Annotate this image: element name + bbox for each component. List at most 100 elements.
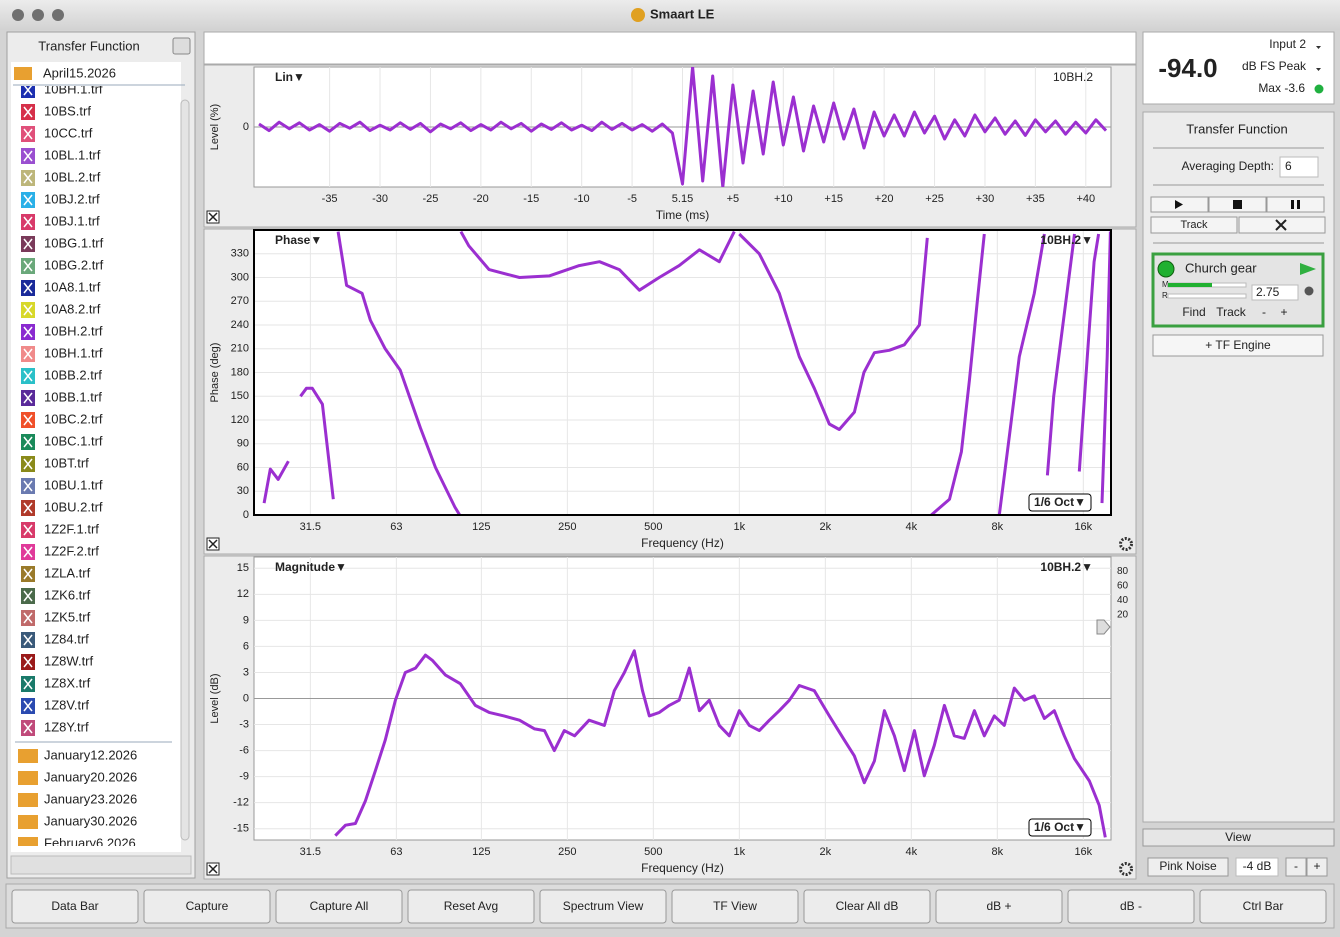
toolbar-button[interactable] (143, 889, 271, 924)
file-name[interactable]: 10BJ.2.trf (44, 191, 100, 206)
pause-button[interactable] (1266, 196, 1325, 213)
toolbar-button[interactable] (803, 889, 931, 924)
find-button[interactable]: Find (1182, 305, 1205, 319)
zoom-button[interactable] (52, 9, 64, 21)
file-name[interactable]: 1Z2F.1.trf (44, 521, 99, 536)
toolbar-button[interactable] (407, 889, 535, 924)
trace-name[interactable]: 10BH.2▼ (1040, 233, 1093, 247)
meter-input[interactable]: Input 2 (1269, 37, 1306, 51)
file-name[interactable]: 10CC.trf (44, 125, 93, 140)
file-name[interactable]: 1ZLA.trf (44, 565, 91, 580)
y-axis-label: Level (%) (209, 104, 221, 150)
file-icon-mark (23, 348, 33, 360)
view-button[interactable] (1142, 828, 1335, 847)
engine-led[interactable] (1157, 260, 1175, 278)
trace-line (258, 67, 1108, 187)
sidebar-tools[interactable] (10, 855, 192, 875)
x-tick-label: +35 (1026, 193, 1045, 205)
folder-name[interactable]: January20.2026 (44, 769, 137, 784)
meter-m: M (1162, 280, 1169, 289)
engine-play[interactable] (1300, 263, 1316, 275)
file-name[interactable]: 1ZK5.trf (44, 609, 91, 624)
track-button[interactable] (1150, 216, 1238, 234)
y-tick-label: -15 (233, 823, 249, 835)
file-name[interactable]: 1Z8V.trf (44, 697, 89, 712)
file-icon-mark (23, 326, 33, 338)
file-name[interactable]: 10BG.2.trf (44, 257, 104, 272)
minimize-button[interactable] (32, 9, 44, 21)
trace-name[interactable]: 10BH.2▼ (1040, 560, 1093, 574)
file-name[interactable]: 10BS.trf (44, 103, 91, 118)
file-name[interactable]: 10BH.1.trf (44, 81, 103, 96)
file-name[interactable]: 10BH.2.trf (44, 323, 103, 338)
file-name[interactable]: 10BC.1.trf (44, 433, 103, 448)
file-name[interactable]: 10A8.2.trf (44, 301, 101, 316)
level-minus-button[interactable] (1285, 857, 1307, 877)
measurement-menu[interactable]: Magnitude▼ (275, 560, 347, 574)
file-name[interactable]: 10BU.2.trf (44, 499, 103, 514)
trace-name[interactable]: 10BH.2 (1053, 70, 1093, 84)
sidebar-menu[interactable] (172, 37, 191, 55)
toolbar-button[interactable] (671, 889, 799, 924)
toolbar-label: dB + (986, 899, 1011, 913)
file-icon-mark (23, 436, 33, 448)
current-folder[interactable]: April15.2026 (43, 65, 116, 80)
x-tick-label: +30 (976, 193, 995, 205)
file-name[interactable]: 10BU.1.trf (44, 477, 103, 492)
file-name[interactable]: 10BL.2.trf (44, 169, 101, 184)
y-tick-label: 3 (243, 666, 249, 678)
delay-field[interactable] (1251, 284, 1299, 301)
file-name[interactable]: 1Z8W.trf (44, 653, 94, 668)
file-name[interactable]: 10BT.trf (44, 455, 89, 470)
toolbar-button[interactable] (935, 889, 1063, 924)
engine-track-button[interactable]: Track (1216, 305, 1247, 319)
folder-name[interactable]: January30.2026 (44, 813, 137, 828)
y-tick-label: 150 (231, 390, 249, 402)
toolbar-button[interactable] (11, 889, 139, 924)
averaging-select[interactable] (1279, 156, 1319, 178)
level-plus-button[interactable] (1306, 857, 1328, 877)
delay-plus[interactable]: + (1280, 305, 1287, 319)
meter (1142, 31, 1335, 105)
folder-name[interactable]: February6.2026 (44, 835, 136, 850)
level-field[interactable] (1235, 857, 1279, 877)
file-name[interactable]: 10BJ.1.trf (44, 213, 100, 228)
file-name[interactable]: 10BB.2.trf (44, 367, 102, 382)
folder-icon (18, 793, 38, 807)
meter-unit[interactable]: dB FS Peak (1242, 59, 1307, 73)
trace-line (299, 386, 335, 500)
smoothing-box[interactable] (1028, 493, 1092, 512)
add-engine-button[interactable] (1152, 334, 1324, 357)
scrollbar[interactable] (180, 99, 190, 841)
folder-name[interactable]: January23.2026 (44, 791, 137, 806)
file-name[interactable]: 1Z2F.2.trf (44, 543, 99, 558)
smoothing-box[interactable] (1028, 818, 1092, 837)
file-name[interactable]: 10A8.1.trf (44, 279, 101, 294)
toolbar-button[interactable] (1067, 889, 1195, 924)
file-name[interactable]: 10BH.1.trf (44, 345, 103, 360)
generator-button[interactable] (1147, 857, 1229, 877)
file-name[interactable]: 10BC.2.trf (44, 411, 103, 426)
coherence-handle[interactable] (1096, 619, 1111, 635)
settings-gear[interactable] (1119, 862, 1133, 876)
close-plot-mark (208, 539, 218, 549)
file-name[interactable]: 10BB.1.trf (44, 389, 102, 404)
settings-gear[interactable] (1119, 537, 1133, 551)
file-name[interactable]: 1Z8X.trf (44, 675, 91, 690)
file-name[interactable]: 1Z8Y.trf (44, 719, 89, 734)
file-name[interactable]: 10BG.1.trf (44, 235, 104, 250)
measurement-menu[interactable]: Phase▼ (275, 233, 322, 247)
x-tick-label: 500 (644, 521, 662, 533)
measurement-menu[interactable]: Lin▼ (275, 70, 305, 84)
folder-name[interactable]: January12.2026 (44, 747, 137, 762)
toolbar-button[interactable] (275, 889, 403, 924)
file-name[interactable]: 1Z84.trf (44, 631, 89, 646)
delay-minus[interactable]: - (1262, 305, 1266, 319)
file-name[interactable]: 10BL.1.trf (44, 147, 101, 162)
toolbar-label: Capture All (310, 899, 369, 913)
file-name[interactable]: 1ZK6.trf (44, 587, 91, 602)
toolbar-button[interactable] (1199, 889, 1327, 924)
toolbar-button[interactable] (539, 889, 667, 924)
close-button[interactable] (12, 9, 24, 21)
close-plot-mark (208, 864, 218, 874)
